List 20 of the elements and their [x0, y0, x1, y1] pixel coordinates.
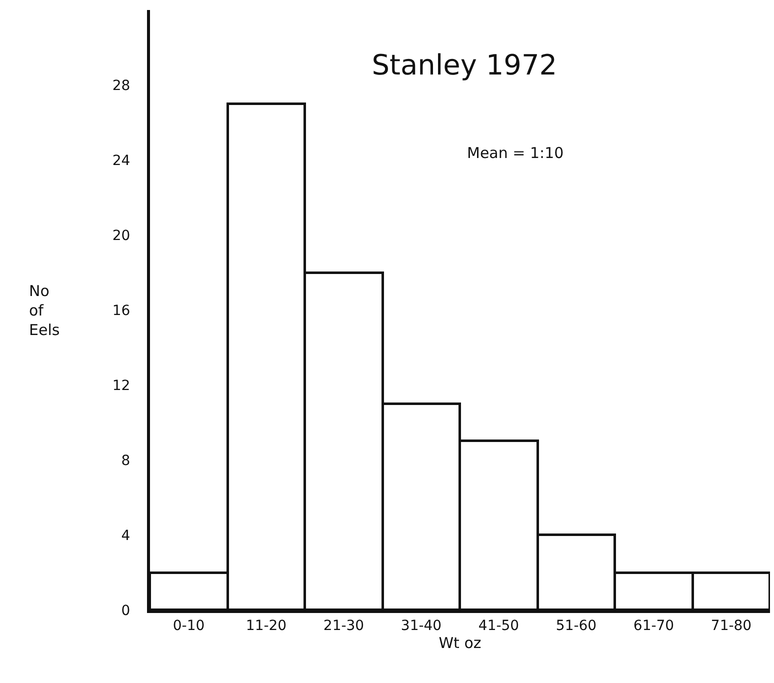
x-tick-label: 61-70 — [633, 618, 674, 634]
x-tick-label: 51-60 — [556, 618, 597, 634]
y-tick-label: 16 — [112, 302, 130, 319]
y-tick-label: 24 — [112, 152, 130, 169]
x-tick-label: 31-40 — [400, 618, 442, 634]
x-tick-label: 0-10 — [172, 618, 205, 634]
x-tick-label: 41-50 — [478, 618, 520, 634]
y-tick-label: 4 — [121, 528, 130, 544]
y-axis-title: No of Eels — [29, 282, 60, 339]
y-tick-label: 8 — [121, 452, 130, 469]
y-tick-label: 20 — [112, 228, 130, 244]
x-axis-title: Wt oz — [438, 634, 482, 652]
text: Stanley 1972 — [372, 48, 558, 82]
y-tick-label: 0 — [121, 602, 130, 619]
y-tick-label: 28 — [112, 78, 130, 94]
y-tick-label: 12 — [112, 378, 130, 394]
x-tick-label: 21-30 — [323, 618, 364, 634]
annotation: Mean = 1:10 — [467, 144, 564, 162]
x-tick-label: 11-20 — [246, 618, 287, 634]
x-tick-label: 71-80 — [710, 618, 752, 634]
